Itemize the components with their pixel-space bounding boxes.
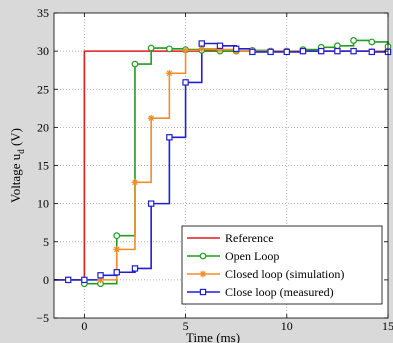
data-point <box>147 114 155 122</box>
data-point <box>216 46 224 53</box>
data-point <box>64 276 72 284</box>
data-point <box>182 46 189 54</box>
data-point <box>165 45 173 53</box>
data-point <box>113 245 121 253</box>
data-point <box>97 272 104 279</box>
y-tick-label: 0 <box>43 273 49 287</box>
y-tick-label: 20 <box>37 120 49 134</box>
data-point <box>368 38 376 46</box>
data-point <box>131 60 139 68</box>
y-tick-label: 5 <box>43 235 49 249</box>
x-tick-label: 0 <box>81 319 87 333</box>
y-tick-label: 35 <box>37 6 49 20</box>
data-point <box>299 47 307 55</box>
data-point <box>198 45 206 53</box>
data-point <box>318 47 325 55</box>
y-tick-label: 30 <box>37 44 49 58</box>
data-point <box>147 200 155 207</box>
x-tick-label: 10 <box>281 319 293 333</box>
data-point <box>113 269 120 276</box>
data-point <box>350 37 357 44</box>
y-tick-label: −5 <box>36 311 49 325</box>
legend-entry-label: Open Loop <box>225 249 279 263</box>
data-point <box>368 48 376 56</box>
legend-swatch-marker <box>199 252 207 260</box>
data-point <box>81 276 88 284</box>
y-axis-label-unit: (V) <box>8 128 23 149</box>
data-point <box>334 47 341 55</box>
data-point <box>166 134 173 141</box>
x-tick-label: 5 <box>183 319 189 333</box>
y-tick-label: 25 <box>37 82 49 96</box>
data-point <box>165 69 173 77</box>
data-point <box>97 276 104 284</box>
data-point <box>147 44 155 52</box>
legend-swatch-marker <box>199 288 207 296</box>
data-point <box>198 40 205 47</box>
y-tick-label: 10 <box>37 197 49 211</box>
data-point <box>232 45 240 53</box>
data-point <box>182 79 189 86</box>
legend-box <box>181 225 383 305</box>
x-axis-label: Time (ms) <box>186 330 240 343</box>
y-axis-label: Voltage ud (V) <box>8 128 26 203</box>
y-axis-label-subscript: d <box>16 149 26 154</box>
data-point <box>131 178 139 186</box>
y-tick-label: 15 <box>37 159 49 173</box>
legend-entry-label: Close loop (measured) <box>225 285 334 299</box>
y-axis-label-main: Voltage u <box>8 153 23 203</box>
series-layer <box>54 37 392 288</box>
data-point <box>113 232 121 240</box>
data-point <box>131 265 139 272</box>
data-point <box>216 42 224 49</box>
legend-entry-label: Reference <box>225 231 274 245</box>
legend: Reference Open Loop Closed loop (simulatio… <box>181 225 383 305</box>
data-point <box>249 48 256 56</box>
data-point <box>350 47 357 55</box>
legend-entry-label: Closed loop (simulation) <box>225 267 344 281</box>
axes-layer: 0 5 10 15 −5 0 5 10 15 20 25 30 35 <box>36 6 393 333</box>
data-point <box>267 48 274 56</box>
data-point <box>283 48 290 56</box>
legend-swatch-marker <box>199 270 207 278</box>
x-tick-label: 15 <box>382 319 393 333</box>
